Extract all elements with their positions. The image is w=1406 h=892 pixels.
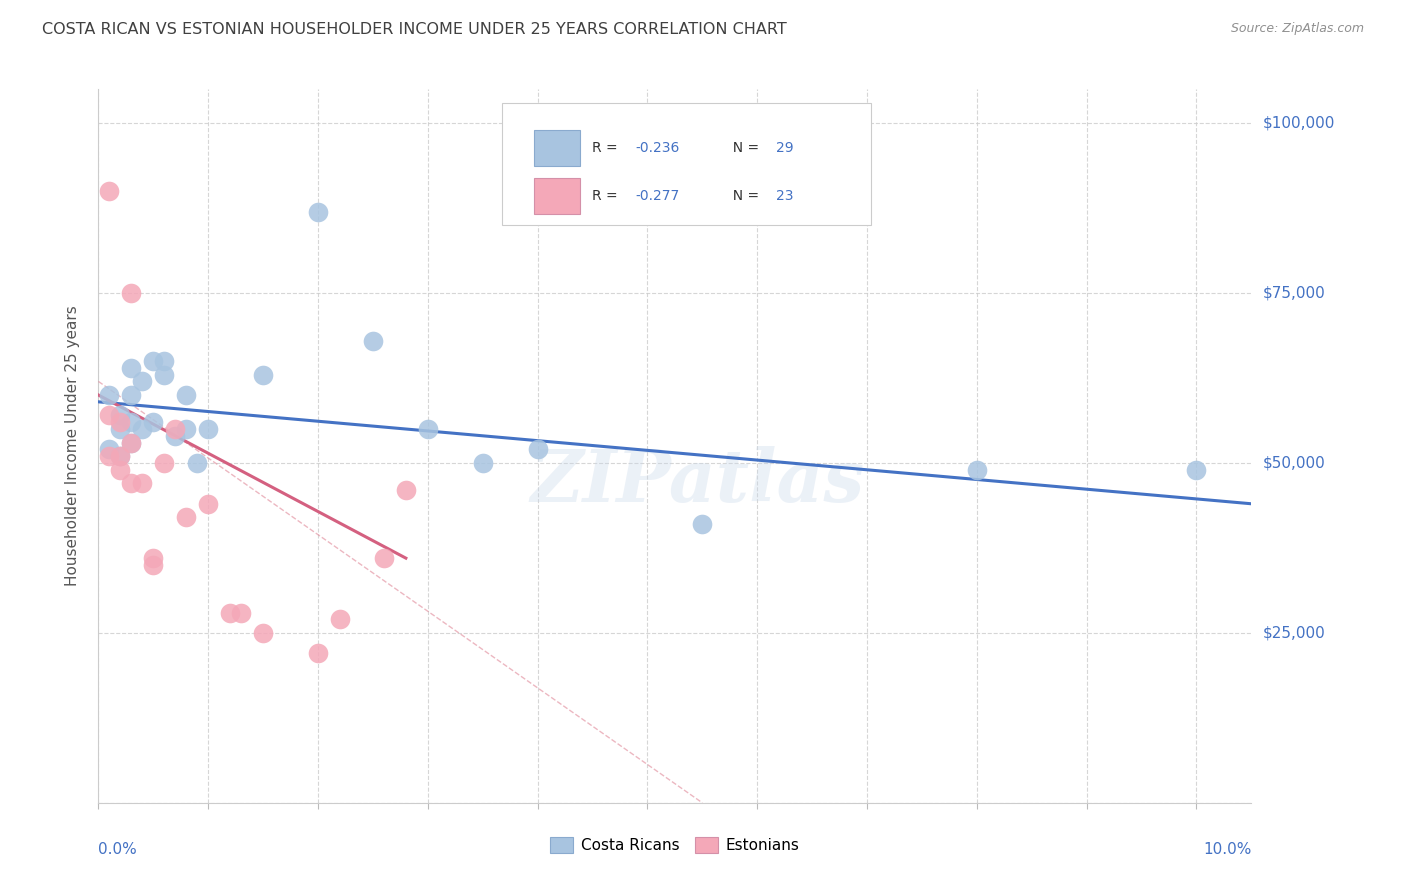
Point [120, 388, 142, 402]
Point [252, 368, 274, 382]
Point [153, 456, 176, 470]
Text: $50,000: $50,000 [1263, 456, 1326, 470]
Point [120, 286, 142, 301]
Text: R =: R = [592, 141, 621, 155]
Point [142, 354, 165, 368]
Point [98, 442, 121, 457]
Point [197, 497, 219, 511]
Point [174, 422, 197, 436]
Point [98, 449, 121, 463]
Point [110, 415, 132, 429]
Text: 29: 29 [776, 141, 794, 155]
Point [120, 415, 142, 429]
Point [307, 204, 329, 219]
Text: COSTA RICAN VS ESTONIAN HOUSEHOLDER INCOME UNDER 25 YEARS CORRELATION CHART: COSTA RICAN VS ESTONIAN HOUSEHOLDER INCO… [42, 22, 787, 37]
Point [110, 449, 132, 463]
Point [110, 463, 132, 477]
Point [174, 510, 197, 524]
Text: $100,000: $100,000 [1263, 116, 1334, 131]
Point [98, 388, 121, 402]
Point [153, 354, 176, 368]
Point [526, 442, 548, 457]
Text: ZIPatlas: ZIPatlas [531, 446, 865, 517]
Point [153, 368, 176, 382]
Point [110, 409, 132, 423]
Y-axis label: Householder Income Under 25 years: Householder Income Under 25 years [65, 306, 80, 586]
Point [110, 422, 132, 436]
Text: R =: R = [592, 189, 621, 203]
Point [131, 476, 153, 491]
Point [165, 422, 187, 436]
Point [120, 360, 142, 375]
Text: 10.0%: 10.0% [1204, 842, 1251, 857]
Text: Source: ZipAtlas.com: Source: ZipAtlas.com [1230, 22, 1364, 36]
Point [131, 422, 153, 436]
Point [98, 409, 121, 423]
Text: -0.236: -0.236 [636, 141, 681, 155]
Point [252, 626, 274, 640]
Text: $75,000: $75,000 [1263, 285, 1326, 301]
Text: N =: N = [724, 141, 763, 155]
FancyBboxPatch shape [502, 103, 870, 225]
Point [110, 449, 132, 463]
Point [197, 422, 219, 436]
Point [142, 551, 165, 566]
Text: N =: N = [724, 189, 763, 203]
Point [142, 415, 165, 429]
Point [373, 551, 395, 566]
Bar [534, 130, 581, 166]
Text: -0.277: -0.277 [636, 189, 681, 203]
Point [131, 375, 153, 389]
Point [219, 606, 242, 620]
Text: 23: 23 [776, 189, 794, 203]
Point [231, 606, 253, 620]
Text: 0.0%: 0.0% [98, 842, 138, 857]
Point [174, 388, 197, 402]
Point [1185, 463, 1208, 477]
Text: $25,000: $25,000 [1263, 625, 1326, 640]
Legend: Costa Ricans, Estonians: Costa Ricans, Estonians [544, 831, 806, 859]
Point [98, 184, 121, 198]
Point [329, 612, 352, 626]
Point [120, 435, 142, 450]
Bar [534, 178, 581, 214]
Point [186, 456, 208, 470]
Point [120, 476, 142, 491]
Point [361, 334, 384, 348]
Point [416, 422, 439, 436]
Point [120, 435, 142, 450]
Point [471, 456, 494, 470]
Point [395, 483, 418, 498]
Point [692, 517, 714, 532]
Point [307, 646, 329, 660]
Point [966, 463, 988, 477]
Point [142, 558, 165, 572]
Point [165, 429, 187, 443]
